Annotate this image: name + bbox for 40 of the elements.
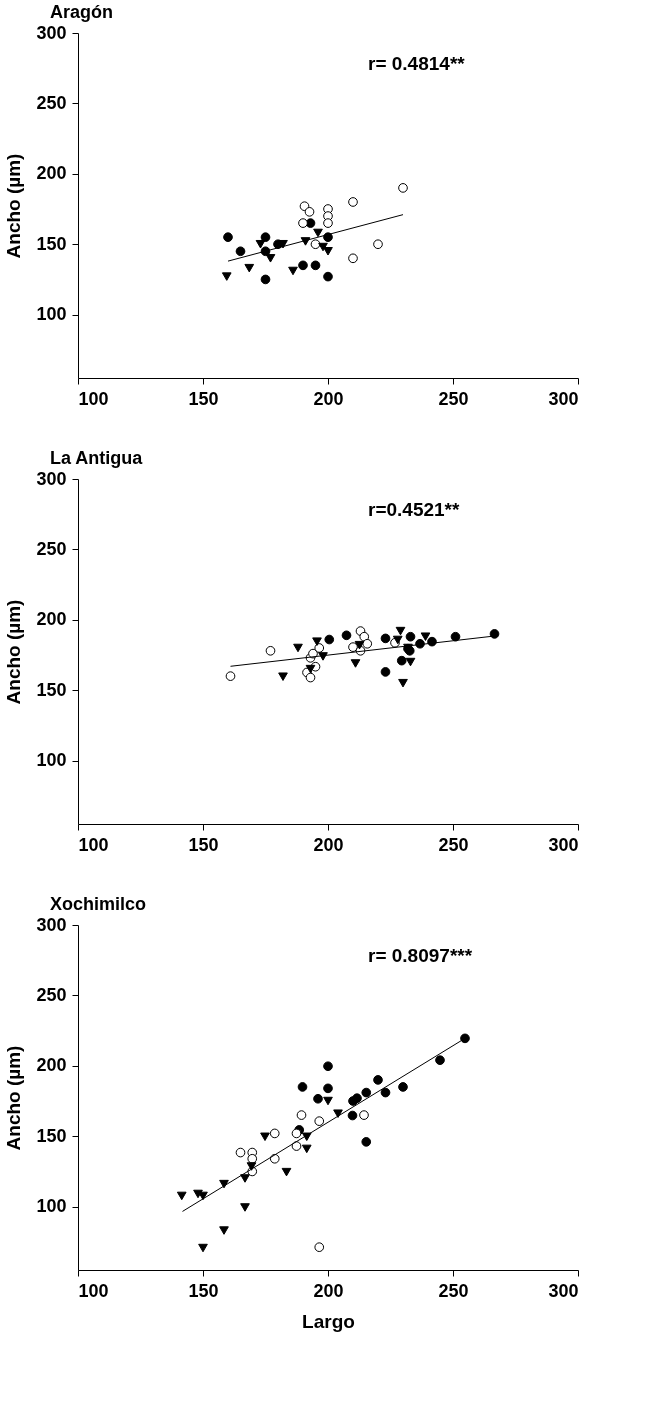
x-tick-label: 300 (548, 1280, 579, 1301)
x-tick-label: 150 (188, 834, 219, 855)
x-axis-title: Largo (302, 1310, 355, 1332)
y-tick-label: 250 (36, 92, 67, 113)
annotation: r= 0.4814** (368, 53, 466, 75)
x-tick-label: 250 (438, 834, 469, 855)
x-tick-label: 100 (78, 1280, 109, 1301)
x-tick-label: 100 (78, 834, 109, 855)
x-tick-label: 300 (548, 388, 579, 409)
x-tick-label: 250 (438, 388, 469, 409)
y-tick-label: 200 (36, 609, 67, 630)
y-tick-label: 150 (36, 233, 67, 254)
x-tick-label: 250 (438, 1280, 469, 1301)
y-tick-label: 200 (36, 1055, 67, 1076)
x-tick-label: 150 (188, 388, 219, 409)
y-tick-label: 250 (36, 538, 67, 559)
y-tick-label: 250 (36, 984, 67, 1005)
x-tick-label: 200 (313, 834, 344, 855)
y-axis-title: Ancho (µm) (3, 599, 25, 705)
y-tick-label: 200 (36, 163, 67, 184)
y-tick-label: 100 (36, 304, 67, 325)
y-tick-label: 300 (36, 22, 67, 43)
y-axis-title: Ancho (µm) (3, 153, 25, 259)
y-tick-label: 100 (36, 1196, 67, 1217)
y-tick-label: 100 (36, 750, 67, 771)
chart-title: La Antigua (49, 448, 144, 468)
y-tick-label: 300 (36, 914, 67, 935)
y-tick-label: 150 (36, 679, 67, 700)
chart-title: Xochimilco (49, 894, 146, 914)
annotation: r= 0.8097*** (368, 945, 473, 967)
annotation: r=0.4521** (368, 499, 460, 521)
y-axis-title: Ancho (µm) (3, 1045, 25, 1151)
x-tick-label: 150 (188, 1280, 219, 1301)
x-tick-label: 100 (78, 388, 109, 409)
x-tick-label: 300 (548, 834, 579, 855)
chart-title: Aragón (49, 2, 113, 22)
x-tick-label: 200 (313, 1280, 344, 1301)
x-tick-label: 200 (313, 388, 344, 409)
y-tick-label: 300 (36, 468, 67, 489)
y-tick-label: 150 (36, 1125, 67, 1146)
